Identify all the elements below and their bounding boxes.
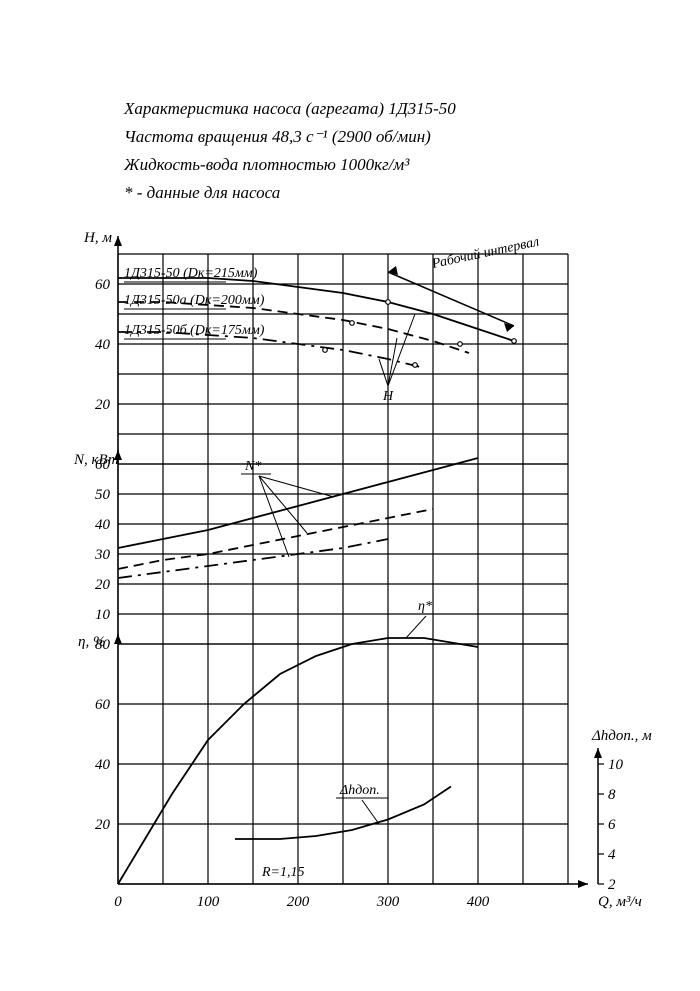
- svg-text:Жидкость-вода плотностью 1000к: Жидкость-вода плотностью 1000кг/м³: [123, 155, 410, 174]
- svg-text:40: 40: [95, 337, 111, 353]
- svg-text:0: 0: [114, 894, 122, 910]
- svg-text:η, %: η, %: [78, 634, 105, 650]
- svg-text:60: 60: [95, 697, 111, 713]
- svg-text:2: 2: [608, 877, 616, 893]
- svg-text:Δhдоп.: Δhдоп.: [339, 783, 380, 798]
- svg-text:Характеристика насоса (агрегат: Характеристика насоса (агрегата) 1Д315-5…: [123, 99, 456, 118]
- svg-text:300: 300: [376, 894, 400, 910]
- svg-text:20: 20: [95, 397, 111, 413]
- svg-text:40: 40: [95, 757, 111, 773]
- svg-text:8: 8: [608, 787, 616, 803]
- svg-text:1Д315-50 (Dк=215мм): 1Д315-50 (Dк=215мм): [124, 266, 258, 281]
- svg-text:20: 20: [95, 817, 111, 833]
- svg-text:R=1,15: R=1,15: [261, 865, 305, 880]
- svg-text:H: H: [382, 389, 394, 404]
- svg-text:* - данные для насоса: * - данные для насоса: [124, 183, 280, 202]
- svg-text:1Д315-50а (Dк=200мм): 1Д315-50а (Dк=200мм): [124, 293, 265, 308]
- svg-text:H, м: H, м: [83, 230, 112, 246]
- svg-text:6: 6: [608, 817, 616, 833]
- svg-text:η*: η*: [418, 599, 432, 614]
- svg-text:100: 100: [197, 894, 220, 910]
- pump-chart: Характеристика насоса (агрегата) 1Д315-5…: [0, 0, 700, 991]
- svg-text:N*: N*: [244, 459, 261, 474]
- svg-text:Рабочий интервал: Рабочий интервал: [430, 235, 541, 273]
- svg-text:N, кВт: N, кВт: [73, 452, 119, 468]
- svg-text:200: 200: [287, 894, 310, 910]
- svg-text:40: 40: [95, 517, 111, 533]
- svg-text:Q, м³/ч: Q, м³/ч: [598, 894, 642, 910]
- svg-text:Δhдоп., м: Δhдоп., м: [591, 728, 652, 744]
- svg-text:60: 60: [95, 277, 111, 293]
- svg-text:Частота вращения 48,3 с⁻¹ (290: Частота вращения 48,3 с⁻¹ (2900 об/мин): [124, 127, 431, 146]
- svg-text:50: 50: [95, 487, 111, 503]
- svg-text:10: 10: [608, 757, 624, 773]
- svg-text:20: 20: [95, 577, 111, 593]
- svg-text:10: 10: [95, 607, 111, 623]
- svg-text:1Д315-50б (Dк=175мм): 1Д315-50б (Dк=175мм): [124, 323, 265, 338]
- svg-text:400: 400: [467, 894, 490, 910]
- svg-text:4: 4: [608, 847, 616, 863]
- svg-text:30: 30: [94, 547, 111, 563]
